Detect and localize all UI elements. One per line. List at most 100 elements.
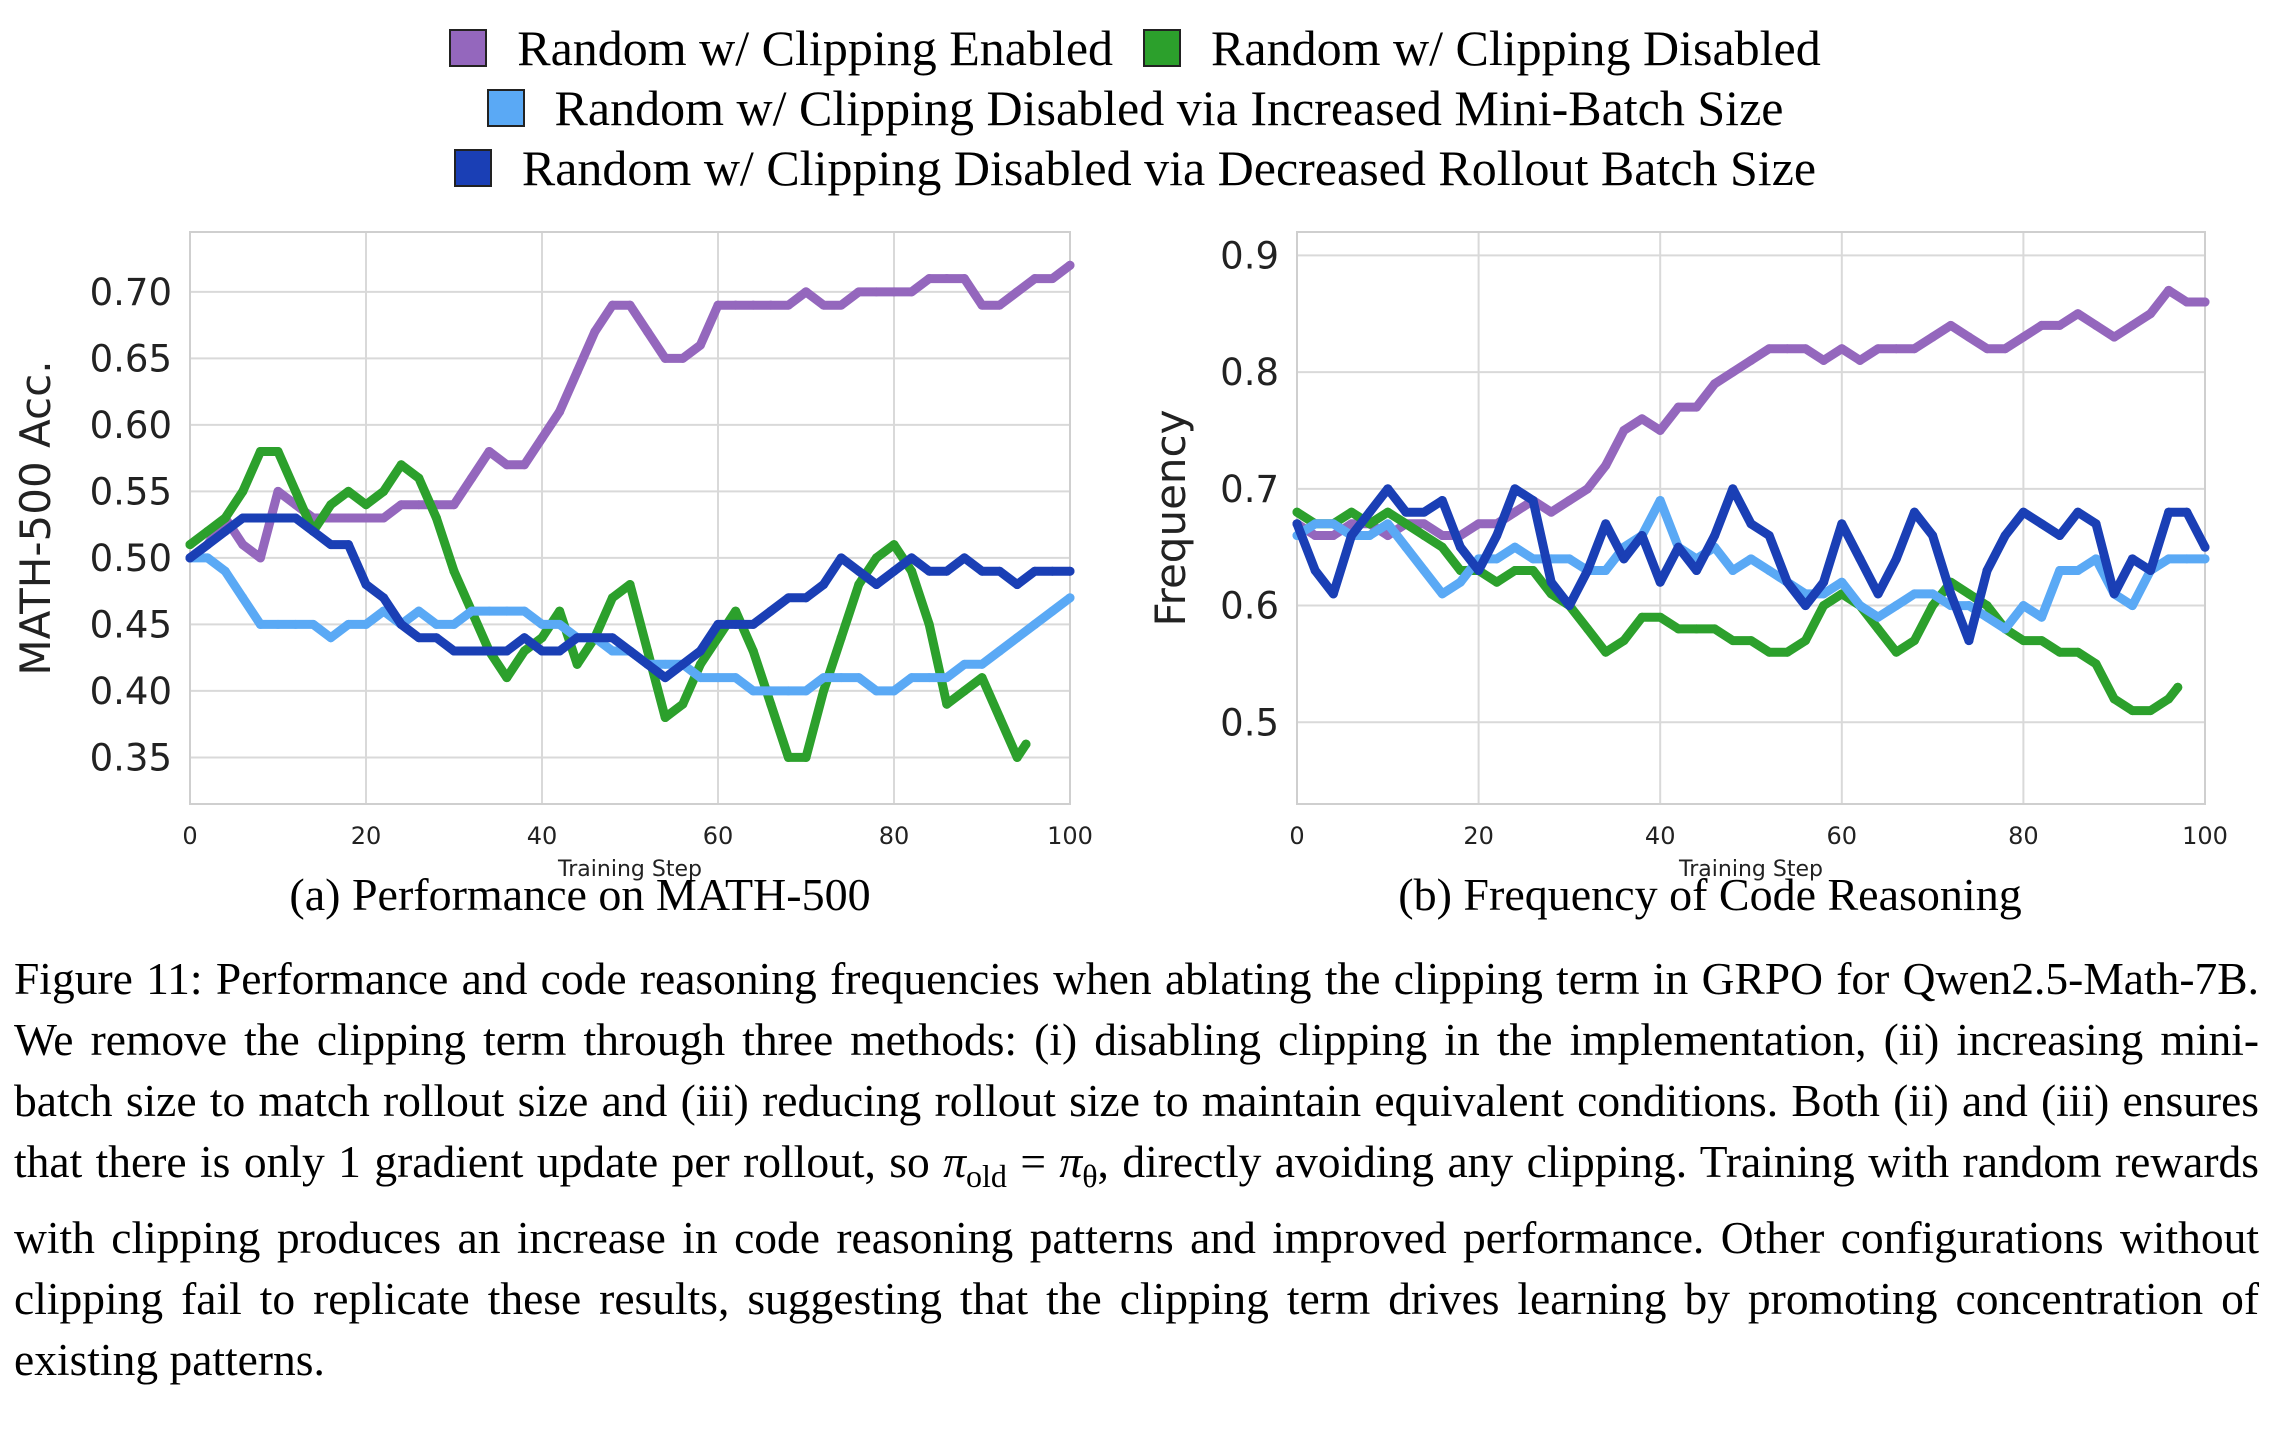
data-point <box>643 646 653 656</box>
data-point <box>1764 531 1774 541</box>
caption-a: (a) Performance on MATH-500 <box>289 869 871 920</box>
data-point <box>836 633 846 643</box>
data-point <box>889 287 899 297</box>
data-point <box>1928 589 1938 599</box>
data-point <box>1346 531 1356 541</box>
data-point <box>2146 566 2156 576</box>
data-point <box>924 619 934 629</box>
data-point <box>1837 577 1847 587</box>
data-point <box>907 566 917 576</box>
figure-caption-lead: Figure 11: Performance and code reasonin… <box>14 953 2259 1187</box>
data-point <box>1383 519 1393 529</box>
data-point <box>449 619 459 629</box>
data-point <box>1419 519 1429 529</box>
data-point <box>907 287 917 297</box>
data-point <box>2037 612 2047 622</box>
data-point <box>607 633 617 643</box>
data-point <box>2018 636 2028 646</box>
data-point <box>537 633 547 643</box>
data-point <box>766 300 776 310</box>
data-point <box>607 300 617 310</box>
data-point <box>1655 425 1665 435</box>
data-point <box>907 673 917 683</box>
data-point <box>1401 542 1411 552</box>
data-point <box>1855 601 1865 611</box>
data-point <box>2018 507 2028 517</box>
series-clip_disabled <box>185 446 1031 762</box>
data-point <box>467 473 477 483</box>
data-point <box>2000 344 2010 354</box>
data-point <box>942 699 952 709</box>
x-tick-label: 60 <box>703 822 734 850</box>
data-point <box>326 500 336 510</box>
data-point <box>1637 531 1647 541</box>
data-point <box>1964 636 1974 646</box>
x-tick-label: 60 <box>1827 822 1858 850</box>
figure-caption: Figure 11: Performance and code reasonin… <box>14 948 2259 1390</box>
data-point <box>220 513 230 523</box>
legend-item-minibatch: Random w/ Clipping Disabled via Increase… <box>486 79 1783 137</box>
data-point <box>836 300 846 310</box>
legend-row-3: Random w/ Clipping Disabled via Decrease… <box>0 138 2270 198</box>
data-point <box>1873 612 1883 622</box>
data-point <box>343 513 353 523</box>
data-point <box>959 686 969 696</box>
y-tick-label: 0.55 <box>90 470 172 513</box>
x-tick-label: 0 <box>182 822 197 850</box>
data-point <box>871 287 881 297</box>
data-point <box>467 606 477 616</box>
data-point <box>713 619 723 629</box>
data-point <box>2091 659 2101 669</box>
data-point <box>1891 344 1901 354</box>
data-point <box>2109 332 2119 342</box>
data-point <box>942 274 952 284</box>
data-point <box>889 686 899 696</box>
data-point <box>1655 612 1665 622</box>
data-point <box>1030 274 1040 284</box>
data-point <box>766 606 776 616</box>
data-point <box>2164 694 2174 704</box>
data-point <box>1346 507 1356 517</box>
y-tick-label: 0.6 <box>1220 585 1279 628</box>
data-point <box>2127 554 2137 564</box>
data-point <box>1800 601 1810 611</box>
data-point <box>660 673 670 683</box>
series-line-clip_enabled <box>1292 285 2210 540</box>
data-point <box>1492 531 1502 541</box>
data-point <box>449 646 459 656</box>
data-point <box>361 580 371 590</box>
caption-b: (b) Frequency of Code Reasoning <box>1398 869 2022 920</box>
data-point <box>1510 542 1520 552</box>
data-point <box>2091 519 2101 529</box>
data-point <box>2055 320 2065 330</box>
data-point <box>1328 519 1338 529</box>
data-point <box>871 553 881 563</box>
data-point <box>1619 425 1629 435</box>
data-point <box>1909 589 1919 599</box>
data-point <box>291 513 301 523</box>
data-point <box>1292 507 1302 517</box>
data-point <box>924 274 934 284</box>
data-point <box>1021 739 1031 749</box>
data-point <box>1401 507 1411 517</box>
data-point <box>1728 566 1738 576</box>
data-point <box>361 500 371 510</box>
data-point <box>1365 507 1375 517</box>
data-point <box>1728 367 1738 377</box>
figure-caption-pi-old: π <box>943 1136 966 1187</box>
data-point <box>502 646 512 656</box>
data-point <box>2200 542 2210 552</box>
data-point <box>1012 633 1022 643</box>
data-point <box>519 633 529 643</box>
data-point <box>942 673 952 683</box>
data-point <box>1510 566 1520 576</box>
data-point <box>590 327 600 337</box>
chart-code-frequency: 0 20 40 60 80 100 0.5 0.6 0.7 0.8 0.9 Training Step… <box>1146 231 2228 882</box>
data-point <box>1619 636 1629 646</box>
data-point <box>502 673 512 683</box>
data-point <box>238 486 248 496</box>
x-tick-label: 100 <box>2182 822 2228 850</box>
figure-caption-pi-theta: π <box>1059 1136 1083 1187</box>
data-point <box>1800 636 1810 646</box>
data-point <box>1873 344 1883 354</box>
